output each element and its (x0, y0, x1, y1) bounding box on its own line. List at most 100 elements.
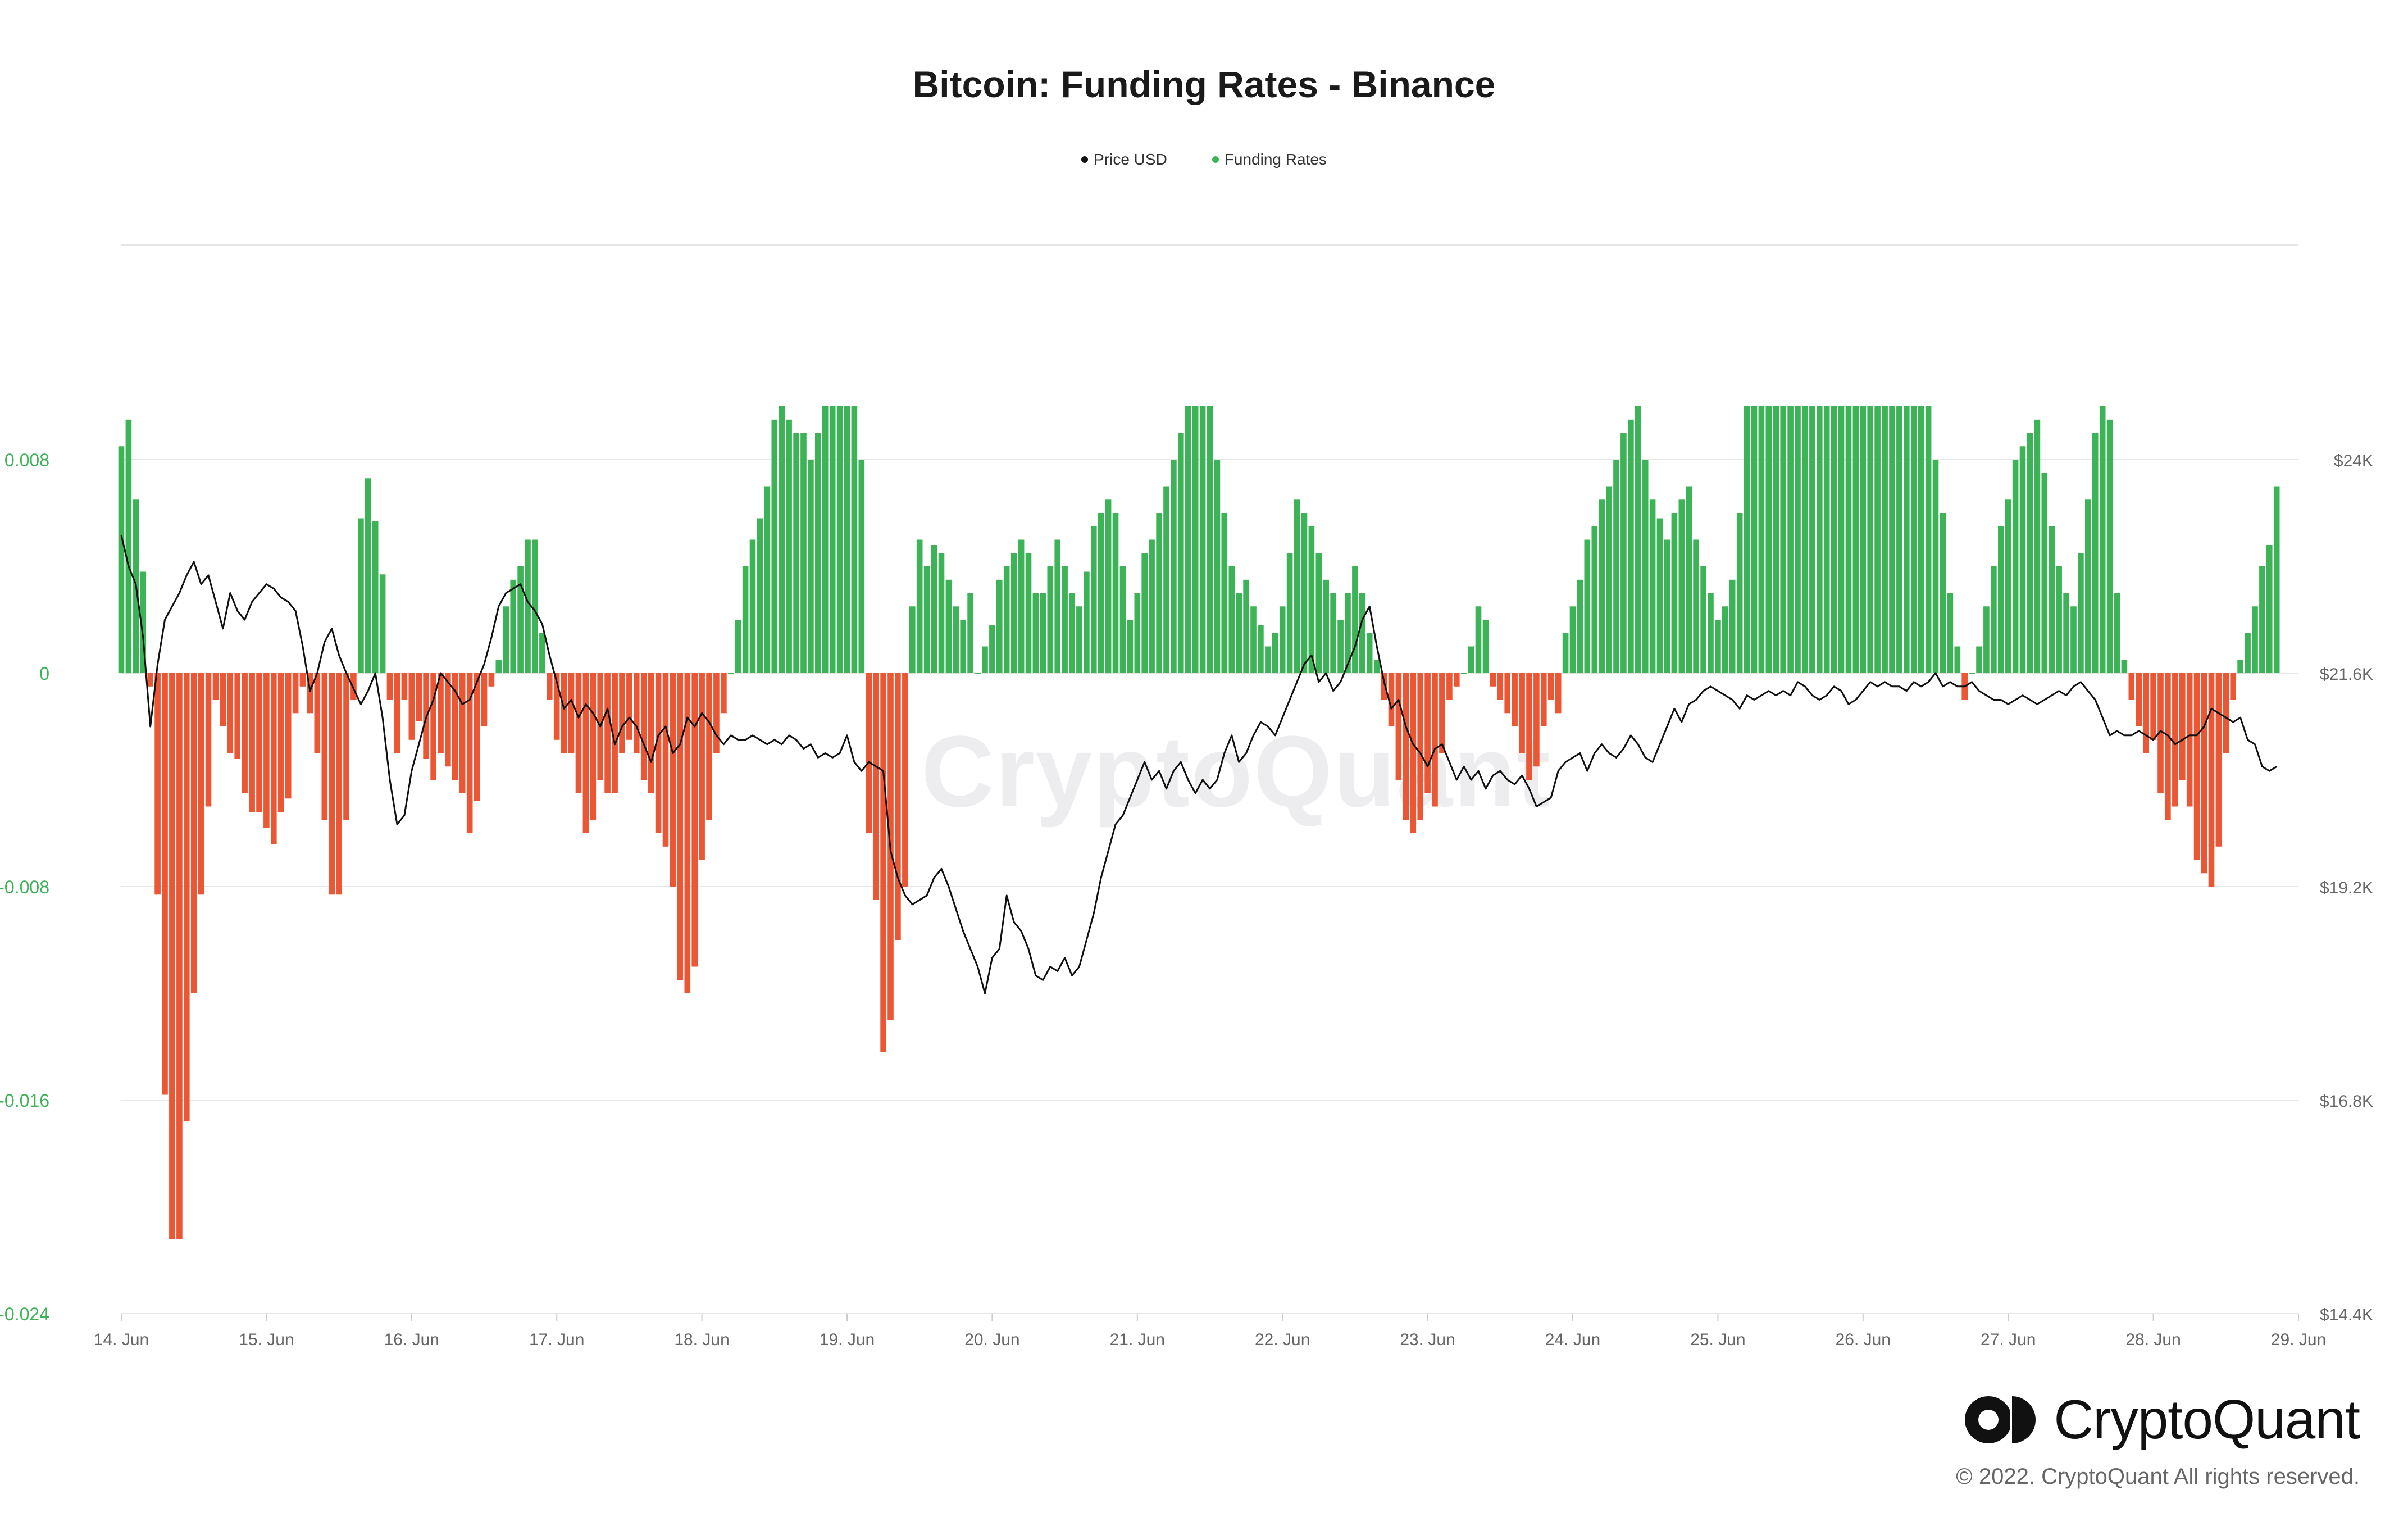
funding-rate-bar[interactable] (343, 673, 349, 820)
funding-rate-bar[interactable] (1708, 593, 1714, 674)
funding-rate-bar[interactable] (227, 673, 234, 753)
funding-rate-bar[interactable] (547, 673, 553, 700)
funding-rate-bar[interactable] (1852, 406, 1859, 673)
funding-rate-bar[interactable] (2223, 673, 2229, 753)
funding-rate-bar[interactable] (1569, 606, 1576, 674)
funding-rate-bar[interactable] (1678, 499, 1685, 674)
funding-rate-bar[interactable] (1649, 499, 1656, 674)
funding-rate-bar[interactable] (815, 433, 821, 674)
funding-rate-bar[interactable] (1040, 593, 1046, 674)
funding-rate-bar[interactable] (1265, 646, 1271, 674)
funding-rate-bar[interactable] (2172, 673, 2178, 807)
funding-rate-bar[interactable] (1795, 406, 1801, 673)
funding-rate-bar[interactable] (2150, 673, 2156, 740)
funding-rate-bar[interactable] (1904, 406, 1910, 673)
funding-rate-bar[interactable] (2208, 673, 2215, 887)
funding-rate-bar[interactable] (445, 673, 451, 767)
funding-rate-bar[interactable] (1112, 513, 1119, 673)
funding-rate-bar[interactable] (793, 433, 799, 674)
funding-rate-bar[interactable] (1199, 406, 1206, 673)
funding-rate-bar[interactable] (1628, 419, 1634, 674)
funding-rate-bar[interactable] (779, 406, 785, 673)
funding-rate-bar[interactable] (1765, 406, 1772, 673)
funding-rate-bar[interactable] (1867, 406, 1873, 673)
funding-rate-bar[interactable] (1403, 673, 1409, 820)
funding-rate-bar[interactable] (575, 673, 582, 793)
funding-rate-bar[interactable] (1098, 513, 1104, 673)
funding-rate-bar[interactable] (2273, 486, 2280, 674)
funding-rate-bar[interactable] (1482, 620, 1489, 673)
funding-rate-bar[interactable] (2157, 673, 2164, 793)
funding-rate-bar[interactable] (771, 419, 778, 674)
funding-rate-bar[interactable] (198, 673, 204, 895)
funding-rate-bar[interactable] (1054, 539, 1060, 674)
funding-rate-bar[interactable] (1831, 406, 1837, 673)
funding-rate-bar[interactable] (430, 673, 436, 780)
funding-rate-bar[interactable] (2230, 673, 2236, 700)
funding-rate-bar[interactable] (1192, 406, 1199, 673)
funding-rate-bar[interactable] (2092, 433, 2099, 674)
funding-rate-bar[interactable] (474, 673, 480, 801)
funding-rate-bar[interactable] (299, 673, 306, 687)
funding-rate-bar[interactable] (125, 419, 132, 674)
funding-rate-bar[interactable] (728, 673, 734, 674)
funding-rate-bar[interactable] (975, 673, 981, 674)
funding-rate-bar[interactable] (561, 673, 567, 753)
funding-rate-bar[interactable] (394, 673, 400, 753)
funding-rate-bar[interactable] (1236, 593, 1242, 674)
funding-rate-bar[interactable] (1606, 486, 1612, 674)
funding-rate-bar[interactable] (140, 571, 147, 674)
funding-rate-bar[interactable] (1119, 566, 1126, 673)
funding-rate-bar[interactable] (438, 673, 444, 753)
funding-rate-bar[interactable] (1025, 553, 1032, 674)
funding-rate-bar[interactable] (895, 673, 901, 940)
funding-rate-bar[interactable] (967, 593, 973, 674)
funding-rate-bar[interactable] (1388, 673, 1395, 726)
funding-rate-bar[interactable] (2128, 673, 2135, 700)
funding-rate-bar[interactable] (1214, 460, 1221, 673)
funding-rate-bar[interactable] (1991, 566, 1997, 673)
funding-rate-bar[interactable] (2165, 673, 2171, 820)
funding-rate-bar[interactable] (1591, 526, 1598, 674)
funding-rate-bar[interactable] (1134, 593, 1141, 674)
funding-rate-bar[interactable] (1809, 406, 1815, 673)
funding-rate-bar[interactable] (866, 673, 872, 833)
funding-rate-bar[interactable] (960, 620, 966, 673)
funding-rate-bar[interactable] (684, 673, 691, 993)
funding-rate-bar[interactable] (2049, 526, 2055, 674)
funding-rate-bar[interactable] (1018, 539, 1025, 674)
funding-rate-bar[interactable] (147, 673, 153, 687)
funding-rate-bar[interactable] (706, 673, 712, 820)
funding-rate-bar[interactable] (655, 673, 662, 833)
funding-rate-bar[interactable] (1439, 673, 1445, 753)
funding-rate-bar[interactable] (691, 673, 698, 967)
funding-rate-bar[interactable] (648, 673, 654, 793)
funding-rate-bar[interactable] (1454, 673, 1460, 687)
funding-rate-bar[interactable] (1773, 406, 1779, 673)
funding-rate-bar[interactable] (626, 673, 632, 740)
funding-rate-bar[interactable] (1352, 566, 1358, 673)
funding-rate-bar[interactable] (582, 673, 589, 833)
funding-rate-bar[interactable] (292, 673, 299, 714)
funding-rate-bar[interactable] (923, 566, 930, 673)
funding-rate-bar[interactable] (481, 673, 488, 726)
funding-rate-bar[interactable] (880, 673, 886, 1052)
funding-rate-bar[interactable] (1076, 606, 1082, 674)
funding-rate-bar[interactable] (662, 673, 669, 847)
funding-rate-bar[interactable] (459, 673, 466, 793)
funding-rate-bar[interactable] (1395, 673, 1402, 780)
funding-rate-bar[interactable] (604, 673, 611, 793)
funding-rate-bar[interactable] (2056, 566, 2062, 673)
funding-rate-bar[interactable] (953, 606, 959, 674)
funding-rate-bar[interactable] (851, 406, 858, 673)
funding-rate-bar[interactable] (1526, 673, 1532, 780)
funding-rate-bar[interactable] (931, 545, 937, 673)
funding-rate-bar[interactable] (1337, 620, 1344, 673)
funding-rate-bar[interactable] (154, 673, 161, 895)
funding-rate-bar[interactable] (1910, 406, 1917, 673)
funding-rate-bar[interactable] (2027, 433, 2033, 674)
funding-rate-bar[interactable] (989, 625, 995, 674)
funding-rate-bar[interactable] (1896, 406, 1902, 673)
funding-rate-bar[interactable] (1715, 620, 1721, 673)
funding-rate-bar[interactable] (764, 486, 771, 674)
